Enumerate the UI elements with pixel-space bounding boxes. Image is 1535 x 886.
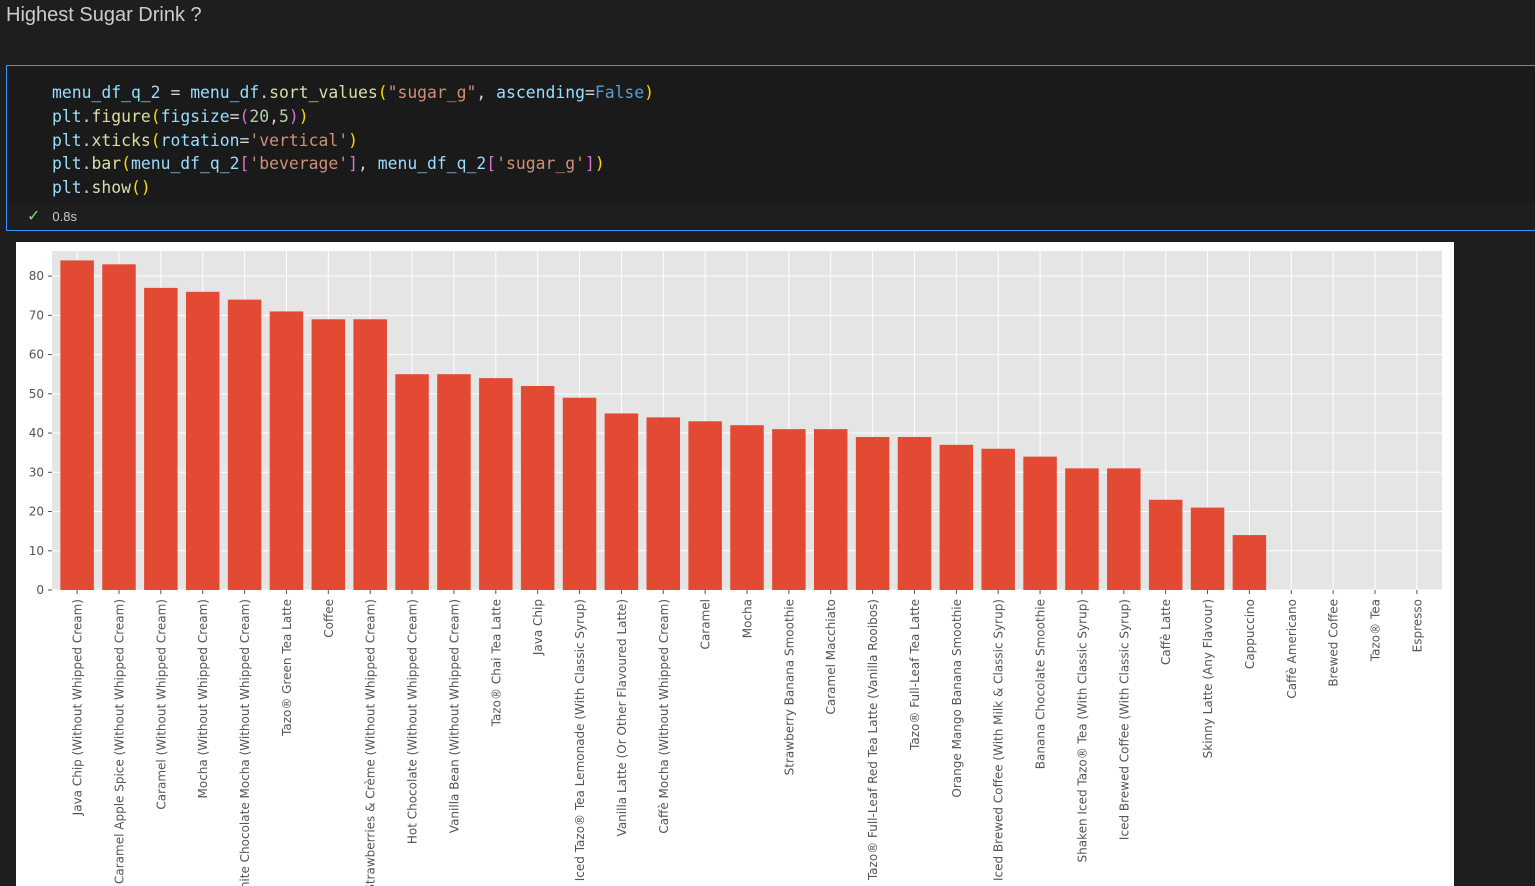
bar — [688, 421, 722, 590]
x-tick-label: Iced Brewed Coffee (With Milk & Classic … — [992, 599, 1006, 881]
x-tick-label: Strawberry Banana Smoothie — [782, 599, 796, 775]
x-tick-label: Java Chip — [531, 599, 545, 656]
x-tick-label: White Chocolate Mocha (Without Whipped C… — [238, 599, 252, 886]
code-line-3[interactable]: plt.xticks(rotation='vertical') — [52, 130, 358, 150]
x-tick-label: Cappuccino — [1243, 599, 1257, 669]
bar — [479, 378, 513, 590]
markdown-heading: Highest Sugar Drink ? — [6, 4, 202, 26]
x-tick-label: Tazo® Chai Tea Latte — [489, 599, 503, 727]
x-tick-label: Hot Chocolate (Without Whipped Cream) — [406, 599, 420, 844]
x-tick-label: Caffè Americano — [1285, 599, 1299, 699]
x-tick-label: Caffè Latte — [1159, 599, 1173, 665]
bar — [185, 291, 220, 590]
bar — [646, 417, 681, 590]
y-tick-label: 70 — [29, 308, 44, 322]
x-tick-label: Mocha (Without Whipped Cream) — [196, 599, 210, 798]
x-tick-label: Banana Chocolate Smoothie — [1034, 599, 1048, 769]
bar — [813, 429, 848, 590]
code-line-2[interactable]: plt.figure(figsize=(20,5)) — [52, 106, 309, 126]
code-block[interactable]: menu_df_q_2 = menu_df.sort_values("sugar… — [52, 81, 654, 200]
x-tick-label: Coffee — [322, 599, 336, 638]
x-tick-label: Caramel Apple Spice (Without Whipped Cre… — [112, 599, 126, 884]
x-tick-label: Skinny Latte (Any Flavour) — [1201, 599, 1215, 758]
bar — [855, 436, 890, 590]
x-tick-label: Iced Brewed Coffee (With Classic Syrup) — [1117, 599, 1131, 840]
x-tick-label: Brewed Coffee — [1327, 599, 1341, 687]
x-tick-label: Strawberries & Crème (Without Whipped Cr… — [364, 599, 378, 886]
x-tick-label: Caramel (Without Whipped Cream) — [154, 599, 168, 810]
x-tick-label: Vanilla Bean (Without Whipped Cream) — [447, 599, 461, 833]
execution-time: 0.8s — [52, 209, 77, 224]
bar — [981, 448, 1015, 590]
x-tick-label: Caffè Mocha (Without Whipped Cream) — [657, 599, 671, 834]
bar — [1023, 456, 1057, 590]
y-tick-label: 60 — [29, 348, 44, 362]
bar — [562, 397, 597, 590]
y-tick-label: 10 — [29, 544, 44, 558]
y-tick-label: 80 — [29, 269, 44, 283]
bar — [897, 436, 932, 590]
x-tick-label: Java Chip (Without Whipped Cream) — [71, 599, 85, 816]
y-tick-label: 30 — [29, 465, 44, 479]
y-tick-label: 20 — [29, 505, 44, 519]
x-tick-label: Shaken Iced Tazo® Tea (With Classic Syru… — [1075, 599, 1089, 862]
y-tick-label: 40 — [29, 426, 44, 440]
code-line-4[interactable]: plt.bar(menu_df_q_2['beverage'], menu_df… — [52, 154, 605, 174]
code-line-5[interactable]: plt.show() — [52, 178, 151, 198]
bar — [1190, 507, 1225, 590]
bar — [353, 319, 387, 590]
bar — [144, 287, 178, 590]
bar — [102, 264, 136, 590]
y-tick-label: 50 — [29, 387, 44, 401]
bar — [60, 260, 94, 590]
bar — [437, 374, 471, 590]
bar — [1107, 468, 1141, 590]
x-tick-label: Caramel Macchiato — [824, 599, 838, 714]
bar — [395, 374, 429, 590]
bar — [269, 311, 304, 590]
bar — [311, 319, 346, 590]
bar — [730, 425, 764, 590]
x-tick-label: Tazo® Full-Leaf Tea Latte — [908, 599, 922, 751]
y-tick-label: 0 — [36, 583, 44, 597]
x-tick-label: Orange Mango Banana Smoothie — [950, 599, 964, 798]
bar — [772, 429, 806, 590]
x-tick-label: Tazo® Tea — [1369, 599, 1383, 662]
x-tick-label: Iced Tazo® Tea Lemonade (With Classic Sy… — [573, 599, 587, 881]
x-tick-label: Vanilla Latte (Or Other Flavoured Latte) — [615, 599, 629, 836]
x-tick-label: Mocha — [741, 599, 755, 638]
bar — [1232, 535, 1267, 590]
bar — [1065, 468, 1099, 590]
check-icon: ✓ — [27, 208, 41, 225]
bar — [520, 385, 555, 590]
bar — [604, 413, 639, 590]
x-tick-label: Tazo® Full-Leaf Red Tea Latte (Vanilla R… — [866, 599, 880, 881]
code-editor[interactable]: menu_df_q_2 = menu_df.sort_values("sugar… — [8, 67, 1535, 203]
code-line-1[interactable]: menu_df_q_2 = menu_df.sort_values("sugar… — [52, 83, 655, 102]
execution-status: ✓ 0.8s — [27, 207, 77, 227]
bar — [227, 299, 262, 590]
x-tick-label: Espresso — [1410, 599, 1424, 652]
x-tick-label: Caramel — [699, 599, 713, 649]
bar-chart: 0 10 20 30 40 50 60 70 80 Java Chip (Without Whip… — [29, 251, 1442, 886]
x-tick-label: Tazo® Green Tea Latte — [280, 599, 294, 737]
code-cell[interactable]: menu_df_q_2 = menu_df.sort_values("sugar… — [6, 65, 1535, 231]
cell-output: 0 10 20 30 40 50 60 70 80 Java Chip (Without Whip… — [16, 242, 1454, 886]
bar — [1148, 499, 1183, 590]
bar — [939, 444, 974, 590]
